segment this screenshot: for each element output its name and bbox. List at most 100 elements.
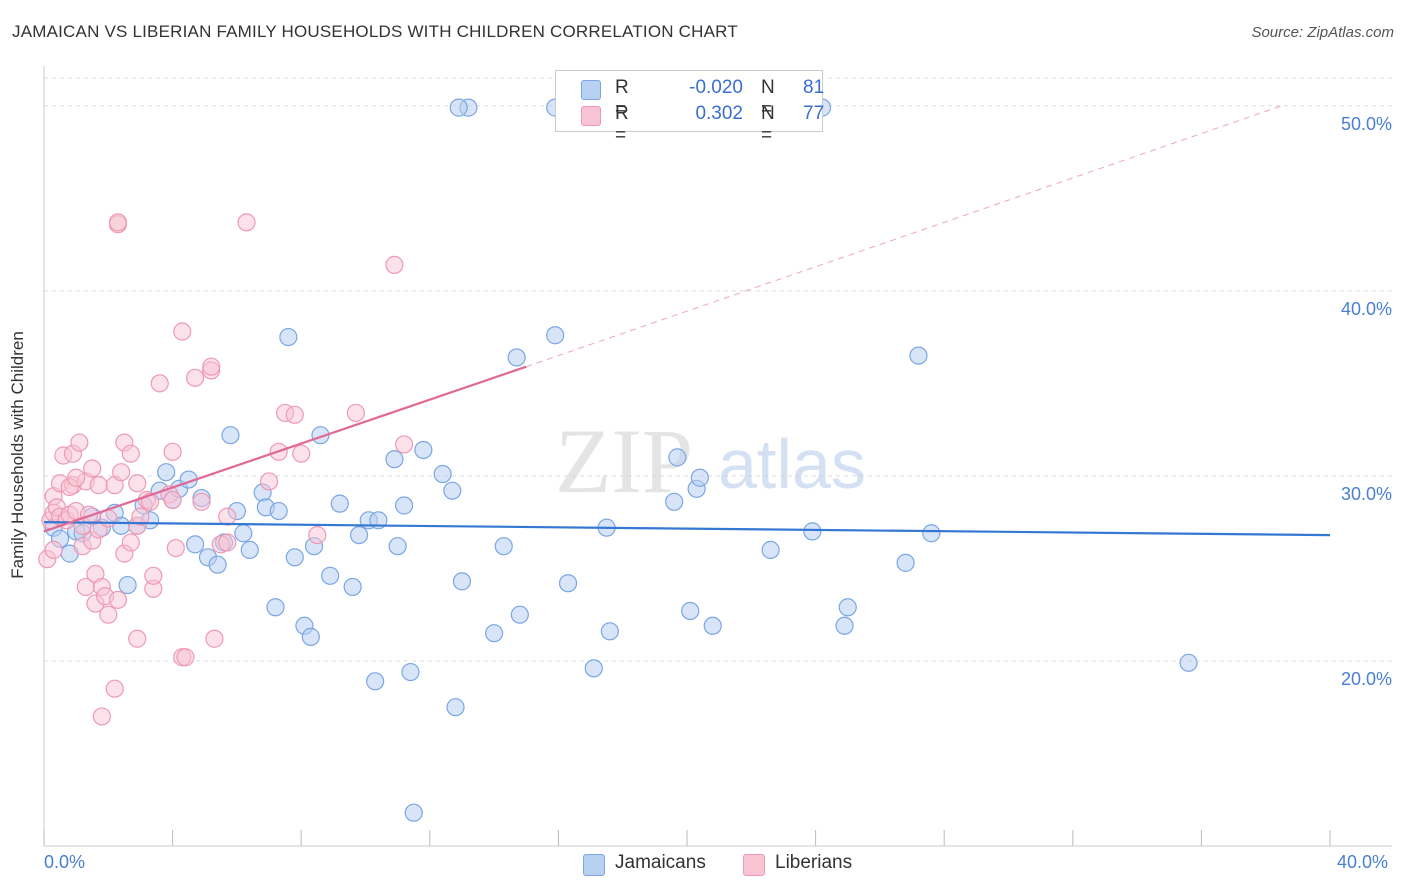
jamaican-point [433, 464, 452, 484]
jamaican-point [385, 450, 404, 469]
liberian-point [108, 590, 128, 609]
jamaican-point [388, 537, 407, 556]
jamaican-point [404, 803, 423, 822]
legend-r-value: -0.020 [689, 77, 743, 98]
liberian-point [108, 213, 128, 232]
liberian-point [166, 538, 185, 558]
jamaican-point [803, 522, 822, 541]
jamaican-point [681, 601, 700, 621]
liberian-point [144, 566, 163, 585]
liberian-point [92, 707, 111, 726]
jamaican-point [558, 574, 578, 593]
y-tick-label: 40.0% [1340, 298, 1392, 319]
axes [43, 66, 1392, 847]
legend-swatch-jamaicans [581, 80, 601, 100]
liberian-point [173, 322, 192, 341]
liberian-point [163, 490, 182, 510]
liberians-trend-extension [526, 105, 1282, 368]
jamaican-point [285, 548, 304, 567]
jamaican-point [301, 627, 320, 646]
jamaican-point [510, 605, 529, 624]
jamaican-point [1179, 653, 1198, 672]
source-label: Source: ZipAtlas.com [1251, 24, 1394, 41]
liberian-point [44, 540, 63, 560]
liberian-point [128, 629, 147, 648]
jamaican-point [452, 572, 472, 591]
liberian-point [308, 525, 327, 545]
jamaican-point [414, 440, 433, 460]
legend-n-label: N = [761, 77, 775, 120]
jamaican-point [668, 448, 687, 467]
jamaican-point [546, 326, 565, 345]
y-tick-label: 20.0% [1340, 668, 1392, 689]
jamaican-point [665, 492, 684, 511]
y-tick-label: 50.0% [1340, 113, 1392, 134]
liberian-point [112, 463, 131, 482]
legend-swatch-liberians [743, 854, 765, 876]
jamaican-point [485, 624, 504, 643]
jamaican-point [443, 481, 462, 500]
legend-n-value: 77 [803, 103, 825, 124]
watermark-atlas: atlas [718, 425, 866, 503]
jamaican-point [401, 662, 420, 682]
legend-r-value: 0.302 [695, 103, 743, 124]
liberians-trend-line [43, 365, 527, 533]
liberian-point [83, 459, 102, 478]
jamaican-point [922, 524, 941, 543]
liberian-point [99, 605, 118, 624]
jamaican-point [600, 622, 619, 641]
jamaican-point [118, 575, 137, 595]
liberian-point [394, 435, 414, 454]
liberian-point [346, 403, 365, 423]
liberians-points [38, 213, 414, 726]
liberian-point [67, 468, 86, 487]
jamaican-point [366, 672, 385, 691]
watermark: ZIP atlas [555, 410, 866, 512]
legend-label-liberians: Liberians [775, 852, 853, 873]
jamaican-point [221, 426, 240, 445]
legend-r-label: R = [615, 77, 629, 120]
jamaican-point [690, 468, 709, 487]
jamaican-point [909, 346, 928, 365]
jamaican-point [761, 540, 780, 560]
jamaican-point [449, 98, 468, 117]
liberian-point [163, 442, 182, 461]
jamaican-point [240, 540, 259, 560]
liberian-point [285, 405, 304, 424]
liberian-point [385, 255, 404, 275]
liberian-point [105, 679, 124, 698]
liberian-point [128, 474, 147, 493]
liberian-point [89, 476, 108, 495]
legend-label-jamaicans: Jamaicans [615, 852, 706, 873]
legend-swatch-liberians [581, 106, 601, 126]
liberian-point [150, 374, 169, 393]
liberian-point [131, 507, 150, 526]
jamaican-point [394, 496, 414, 515]
jamaican-point [321, 566, 340, 585]
liberian-point [70, 433, 89, 452]
liberian-point [292, 444, 311, 463]
jamaican-point [343, 577, 362, 597]
jamaican-point [494, 537, 513, 556]
liberian-point [218, 533, 237, 552]
jamaican-point [279, 327, 298, 347]
jamaican-point [157, 463, 176, 482]
trend-lines [43, 105, 1331, 537]
jamaican-point [835, 616, 854, 635]
jamaican-point [838, 598, 857, 617]
legend-n-label: N = [761, 103, 775, 146]
jamaican-point [330, 494, 349, 513]
liberian-point [237, 213, 256, 232]
jamaican-point [234, 524, 253, 543]
chart-title: JAMAICAN VS LIBERIAN FAMILY HOUSEHOLDS W… [12, 22, 738, 41]
x-tick-label-min: 0.0% [44, 852, 86, 872]
liberian-point [259, 472, 279, 491]
grid [44, 77, 1392, 662]
liberian-point [186, 368, 205, 387]
jamaican-point [349, 525, 369, 545]
liberian-point [218, 507, 237, 526]
liberian-point [192, 492, 211, 511]
stats-legend: R = -0.020 N = 81 R = 0.302 N = 77 [555, 70, 825, 146]
liberian-point [205, 629, 224, 648]
